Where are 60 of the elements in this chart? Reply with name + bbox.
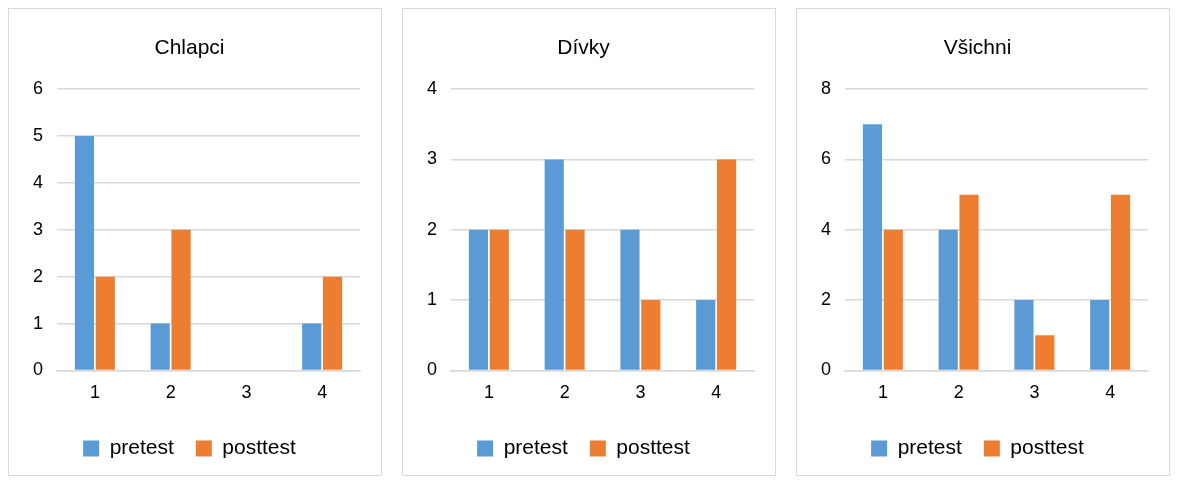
x-tick-label: 2 xyxy=(559,382,570,403)
bar xyxy=(322,276,343,370)
y-tick-label: 0 xyxy=(821,359,832,380)
y-tick-label: 5 xyxy=(33,125,44,146)
bar xyxy=(862,124,883,370)
x-tick-label: 4 xyxy=(317,382,328,403)
bar xyxy=(696,300,716,370)
legend-label: pretest xyxy=(503,435,568,459)
bar xyxy=(641,300,661,370)
x-tick-label: 2 xyxy=(953,382,964,403)
y-tick-label: 4 xyxy=(821,218,832,239)
x-tick-label: 4 xyxy=(711,382,722,403)
y-tick-label: 2 xyxy=(427,218,438,239)
legend-label: pretest xyxy=(897,435,962,459)
y-tick-label: 8 xyxy=(821,78,832,99)
y-tick-label: 4 xyxy=(427,78,438,99)
x-tick-label: 2 xyxy=(165,382,176,403)
bar xyxy=(565,229,585,370)
x-tick-label: 3 xyxy=(241,382,252,403)
x-tick-label: 3 xyxy=(635,382,646,403)
bar xyxy=(883,229,903,370)
legend-label: posttest xyxy=(1010,435,1085,459)
y-tick-label: 0 xyxy=(33,359,44,380)
y-tick-label: 2 xyxy=(33,265,44,286)
bar xyxy=(95,276,115,370)
y-tick-label: 4 xyxy=(33,171,44,192)
bar xyxy=(1090,300,1110,370)
bar xyxy=(620,229,640,370)
y-tick-label: 3 xyxy=(427,148,438,169)
y-tick-label: 6 xyxy=(33,78,44,99)
chart-title: Chlapci xyxy=(154,35,225,59)
bar xyxy=(716,159,737,370)
legend-label: pretest xyxy=(109,435,174,459)
bar xyxy=(1035,335,1055,370)
x-tick-label: 3 xyxy=(1029,382,1040,403)
x-tick-label: 1 xyxy=(89,382,100,403)
x-tick-label: 1 xyxy=(483,382,494,403)
y-tick-label: 1 xyxy=(33,312,44,333)
y-tick-label: 2 xyxy=(821,289,832,310)
bar xyxy=(468,229,489,370)
bar xyxy=(489,229,509,370)
bar xyxy=(171,229,191,370)
y-tick-label: 6 xyxy=(821,148,832,169)
y-tick-label: 0 xyxy=(427,359,438,380)
bar xyxy=(959,194,979,370)
bar xyxy=(302,323,322,370)
bar xyxy=(1110,194,1131,370)
y-tick-label: 1 xyxy=(427,289,438,310)
legend-label: posttest xyxy=(616,435,691,459)
y-tick-label: 3 xyxy=(33,218,44,239)
x-tick-label: 1 xyxy=(877,382,888,403)
bar xyxy=(938,229,958,370)
chart-title: Všichni xyxy=(943,35,1012,59)
bar xyxy=(1014,300,1034,370)
legend-label: posttest xyxy=(222,435,297,459)
bar xyxy=(150,323,170,370)
bar xyxy=(74,136,95,370)
x-tick-label: 4 xyxy=(1105,382,1116,403)
bar xyxy=(544,159,564,370)
chart-title: Dívky xyxy=(557,35,611,59)
